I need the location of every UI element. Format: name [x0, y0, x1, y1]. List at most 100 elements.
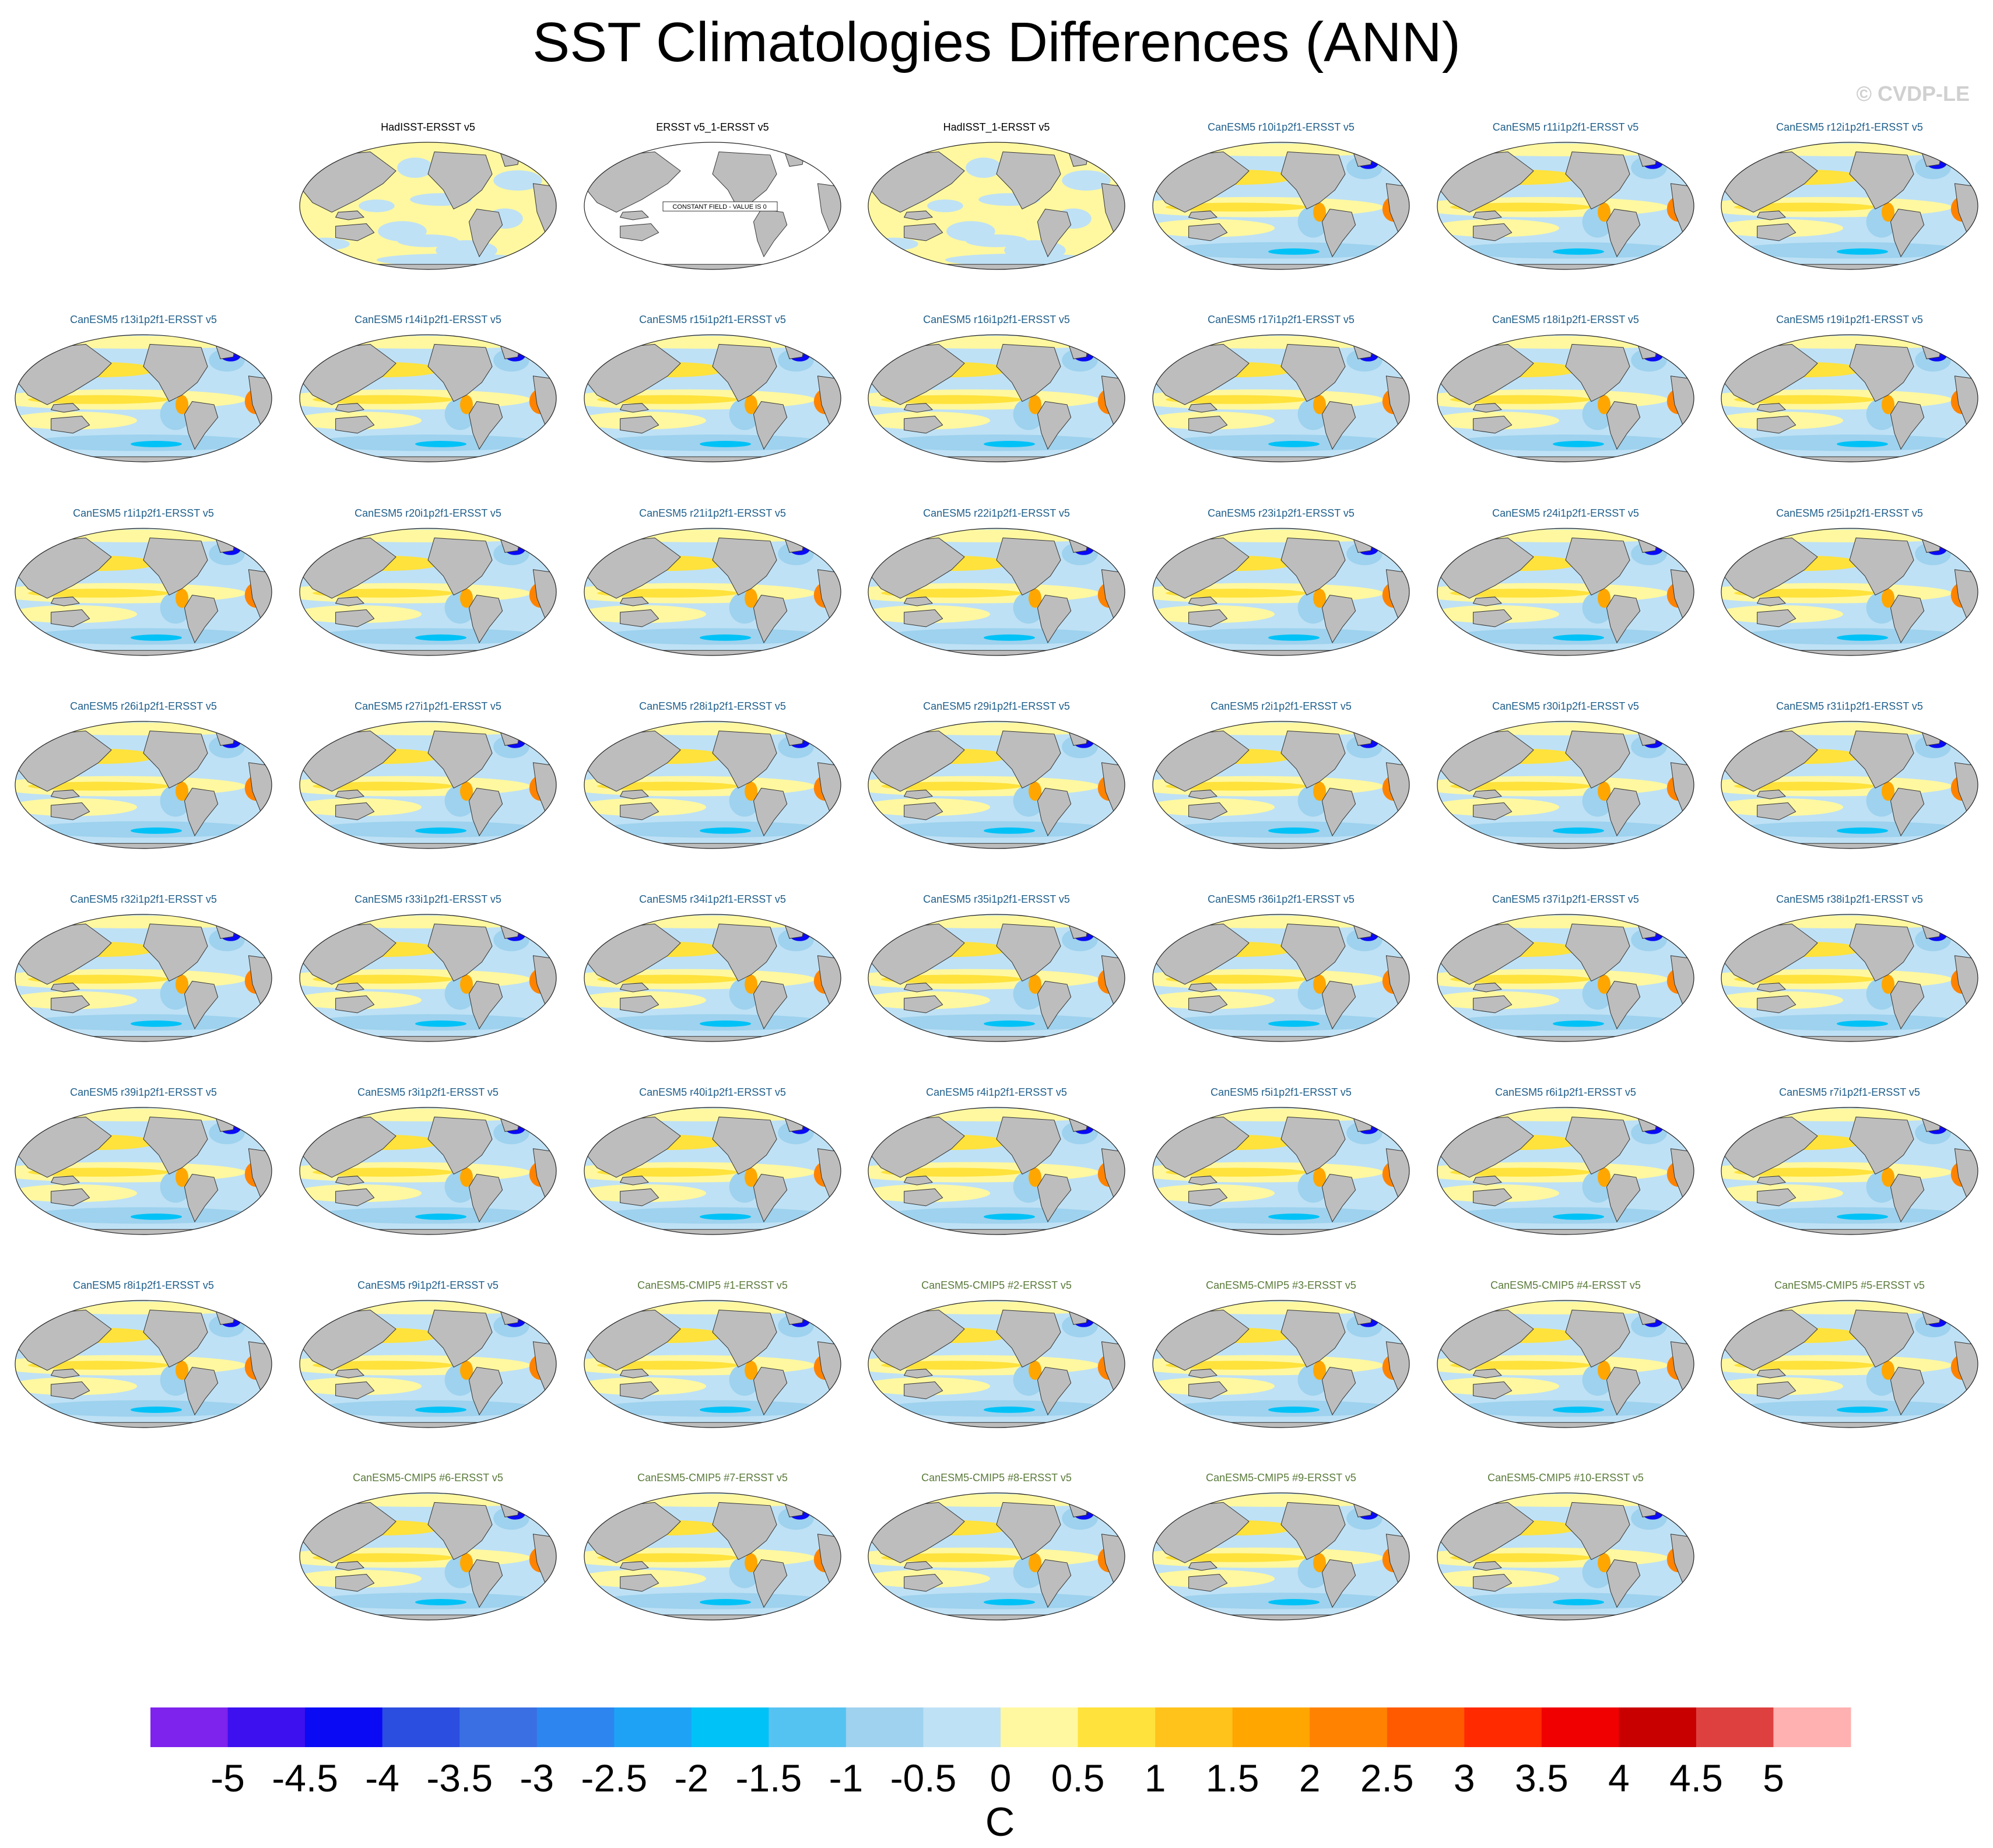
- land-namerica: [1849, 1116, 1914, 1175]
- southern-cold-core: [984, 441, 1035, 447]
- southern-cold-core: [131, 1021, 182, 1027]
- southern-cold-core: [1553, 634, 1604, 641]
- world-map: [15, 528, 272, 656]
- land-maritime: [1472, 1561, 1503, 1571]
- peru-warm: [1029, 974, 1041, 994]
- equatorial-warm-core: [597, 974, 738, 984]
- map-field: [1721, 914, 1978, 1042]
- land-namerica: [1280, 343, 1346, 402]
- panel-title: CanESM5 r7i1p2f1-ERSST v5: [1779, 1086, 1920, 1098]
- panel-title: CanESM5 r17i1p2f1-ERSST v5: [1208, 314, 1355, 325]
- colorbar-tick-label: -3.5: [426, 1756, 493, 1800]
- colorbar-box: [536, 1707, 615, 1747]
- map-border: [1721, 142, 1978, 270]
- panel-title: CanESM5-CMIP5 #4-ERSST v5: [1490, 1279, 1641, 1291]
- map-panel: CanESM5-CMIP5 #4-ERSST v5: [1434, 1279, 1697, 1432]
- equatorial-warm-core: [597, 588, 738, 598]
- equatorial-warm-core: [1166, 1553, 1307, 1562]
- colorbar-box: [1464, 1707, 1542, 1747]
- southern-cold-core: [131, 441, 182, 447]
- land-australia: [335, 1573, 375, 1592]
- land-namerica: [1565, 537, 1630, 596]
- land-maritime: [903, 790, 934, 799]
- land-namerica: [712, 1502, 777, 1561]
- map-border: [1437, 1107, 1694, 1235]
- land-samerica: [184, 980, 219, 1030]
- peru-warm: [1313, 1360, 1326, 1380]
- peru-warm: [1029, 1360, 1041, 1380]
- colorbar-tick-label: 4: [1608, 1756, 1630, 1800]
- land-samerica: [1890, 1366, 1925, 1416]
- peru-warm: [460, 974, 473, 994]
- colorbar-box: [614, 1707, 692, 1747]
- land-namerica: [712, 730, 777, 789]
- land-maritime: [1756, 597, 1787, 606]
- colorbar-box: [1773, 1707, 1851, 1747]
- equatorial-warm-core: [1166, 395, 1307, 404]
- land-australia: [1188, 1188, 1228, 1207]
- world-map: [15, 1107, 272, 1235]
- map-field: [300, 528, 556, 655]
- land-maritime: [619, 597, 650, 606]
- equatorial-warm-core: [1450, 588, 1591, 598]
- land-samerica: [1606, 401, 1641, 450]
- land-maritime: [1472, 1369, 1503, 1379]
- land-samerica: [468, 1559, 503, 1608]
- map-panel: CanESM5 r21i1p2f1-ERSST v5: [581, 507, 844, 660]
- equatorial-warm-core: [28, 781, 169, 791]
- panel-title: CanESM5 r14i1p2f1-ERSST v5: [355, 314, 501, 325]
- southern-cold-core: [415, 441, 466, 447]
- colorbar-box: [769, 1707, 847, 1747]
- land-australia: [335, 1381, 375, 1400]
- map-panel: CanESM5 r19i1p2f1-ERSST v5: [1718, 314, 1981, 467]
- land-samerica: [1890, 594, 1925, 644]
- southern-cold-core: [415, 1599, 466, 1605]
- equatorial-warm-core: [597, 395, 738, 404]
- world-map: [584, 914, 841, 1042]
- land-australia: [620, 1188, 659, 1207]
- world-map: [1721, 914, 1978, 1042]
- southern-cold-core: [415, 1407, 466, 1413]
- land-samerica: [1037, 208, 1072, 258]
- panel-title: CanESM5 r2i1p2f1-ERSST v5: [1210, 700, 1352, 712]
- map-panel: HadISST-ERSST v5: [296, 121, 560, 274]
- equatorial-warm-core: [881, 588, 1022, 598]
- southern-cold-core: [700, 634, 751, 641]
- land-samerica: [1321, 1173, 1356, 1223]
- colorbar-tick-label: 3.5: [1515, 1756, 1569, 1800]
- map-border: [584, 334, 841, 462]
- land-maritime: [1188, 1369, 1218, 1379]
- panel-title: CanESM5 r19i1p2f1-ERSST v5: [1776, 314, 1923, 325]
- map-field: [868, 1300, 1125, 1428]
- land-australia: [51, 802, 90, 820]
- land-maritime: [619, 403, 650, 413]
- map-field: [1721, 721, 1978, 848]
- panel-title: CanESM5-CMIP5 #7-ERSST v5: [637, 1472, 788, 1484]
- land-samerica: [1037, 1559, 1072, 1608]
- land-australia: [904, 609, 943, 627]
- panel-title: CanESM5 r40i1p2f1-ERSST v5: [639, 1086, 786, 1098]
- map-panel: CanESM5 r8i1p2f1-ERSST v5: [12, 1279, 275, 1432]
- land-maritime: [619, 211, 650, 220]
- peru-warm: [1029, 395, 1041, 415]
- land-australia: [1757, 415, 1796, 434]
- map-panel: HadISST_1-ERSST v5: [865, 121, 1128, 274]
- peru-warm: [460, 781, 473, 801]
- land-samerica: [1037, 787, 1072, 837]
- map-panel: CanESM5 r5i1p2f1-ERSST v5: [1149, 1086, 1413, 1239]
- map-border: [868, 914, 1125, 1042]
- land-maritime: [1472, 1176, 1503, 1186]
- world-map: [868, 142, 1125, 270]
- land-australia: [51, 415, 90, 434]
- world-map: [584, 1107, 841, 1235]
- land-samerica: [1321, 1366, 1356, 1416]
- peru-warm: [1313, 395, 1326, 415]
- map-field: [1721, 1300, 1978, 1428]
- map-panel: CanESM5 r37i1p2f1-ERSST v5: [1434, 893, 1697, 1046]
- land-australia: [1473, 995, 1513, 1014]
- map-panel: CanESM5 r38i1p2f1-ERSST v5: [1718, 893, 1981, 1046]
- map-panel: CanESM5 r28i1p2f1-ERSST v5: [581, 700, 844, 853]
- land-samerica: [1890, 1173, 1925, 1223]
- map-border: [584, 1492, 841, 1621]
- southern-cold-core: [984, 1599, 1035, 1605]
